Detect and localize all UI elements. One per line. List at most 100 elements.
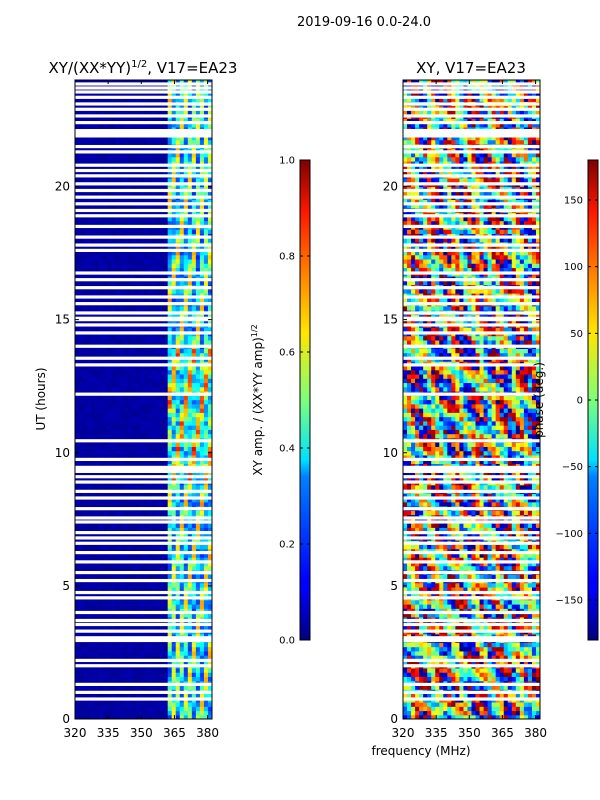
amp-cell <box>175 416 181 422</box>
amp-cell <box>143 433 149 439</box>
amp-cell <box>95 229 100 234</box>
amp-cell <box>159 403 165 409</box>
amp-cell <box>203 454 209 460</box>
amp-cell <box>199 420 205 426</box>
amp-cell <box>203 122 209 128</box>
amp-cell <box>207 510 212 516</box>
amp-cell <box>87 429 92 435</box>
amp-cell <box>187 190 193 196</box>
amp-cell <box>151 655 157 660</box>
amp-cell <box>139 446 145 452</box>
amp-cell <box>143 454 149 460</box>
amp-cell <box>103 327 108 332</box>
amp-cell <box>111 250 116 256</box>
amp-cell <box>83 160 88 166</box>
amp-cell <box>163 710 169 716</box>
amp-cell <box>83 365 88 371</box>
amp-cell <box>179 497 185 503</box>
amp-cell <box>183 544 189 550</box>
amp-cell <box>79 710 84 716</box>
amp-cell <box>143 582 149 588</box>
amp-cell <box>207 220 212 226</box>
amp-cell <box>147 254 153 260</box>
amp-cell <box>199 152 205 158</box>
amp-cell <box>207 297 212 303</box>
amp-cell <box>119 471 124 477</box>
amp-cell <box>179 399 185 405</box>
amp-cell <box>187 497 193 503</box>
amp-cell <box>167 446 173 452</box>
amp-cell <box>115 433 120 439</box>
amp-cell <box>131 395 137 401</box>
amp-cell <box>75 229 80 234</box>
amp-cell <box>207 454 212 460</box>
amp-cell <box>123 493 128 499</box>
amp-cell <box>115 646 120 652</box>
amp-cell <box>91 429 96 435</box>
amp-cell <box>107 497 112 503</box>
amp-cell <box>91 190 96 196</box>
amp-cell <box>79 420 84 426</box>
amp-cell <box>103 386 108 392</box>
amp-cell <box>155 684 161 690</box>
amp-cell <box>99 484 104 490</box>
amp-cell <box>111 160 116 166</box>
amp-cell <box>143 574 149 580</box>
amp-cell <box>87 348 92 354</box>
amp-cell <box>151 327 157 332</box>
amp-cell <box>79 450 84 456</box>
amp-cell <box>159 459 165 464</box>
amp-cell <box>79 714 84 719</box>
amp-cell <box>203 139 209 145</box>
amp-cell <box>199 497 205 503</box>
amp-cell <box>135 369 141 375</box>
amp-cell <box>163 459 169 464</box>
amp-cell <box>111 420 116 426</box>
amp-cell <box>163 561 169 567</box>
amp-cell <box>187 327 193 332</box>
amp-cell <box>199 672 205 677</box>
amp-cell <box>131 382 137 388</box>
amp-cell <box>171 237 177 243</box>
amp-cell <box>195 714 201 719</box>
amp-cell <box>163 676 169 682</box>
amp-cell <box>103 676 108 682</box>
amp-cell <box>143 672 149 677</box>
amp-cell <box>191 267 197 273</box>
amp-cell <box>131 339 137 345</box>
amp-cell <box>171 216 177 222</box>
amp-cell <box>111 603 116 609</box>
amp-cell <box>183 160 189 166</box>
amp-cell <box>155 561 161 567</box>
amp-cell <box>107 216 112 222</box>
amp-cell <box>83 327 88 332</box>
amp-cell <box>191 297 197 303</box>
amp-cell <box>207 706 212 712</box>
amp-cell <box>83 203 88 209</box>
amp-cell <box>179 160 185 166</box>
amp-cell <box>111 263 116 269</box>
amp-cell <box>191 523 197 528</box>
amp-cell <box>203 305 209 311</box>
amp-cell <box>179 403 185 409</box>
amp-cell <box>195 352 201 358</box>
amp-cell <box>151 199 157 205</box>
amp-cell <box>99 288 104 294</box>
amp-cell <box>123 416 128 422</box>
amp-cell <box>123 599 128 605</box>
amp-cell <box>99 160 104 166</box>
amp-cell <box>95 152 100 158</box>
amp-cell <box>127 565 133 571</box>
amp-cell <box>195 612 201 618</box>
amp-cell <box>147 280 153 286</box>
amp-cell <box>155 574 161 580</box>
amp-cell <box>131 156 137 162</box>
amp-cell <box>103 667 108 673</box>
amp-cell <box>179 109 185 115</box>
amp-cell <box>127 156 133 162</box>
amp-cell <box>191 97 197 102</box>
amp-cell <box>123 471 128 477</box>
amp-cell <box>91 399 96 405</box>
amp-cell <box>195 642 201 648</box>
amp-cell <box>147 156 153 162</box>
